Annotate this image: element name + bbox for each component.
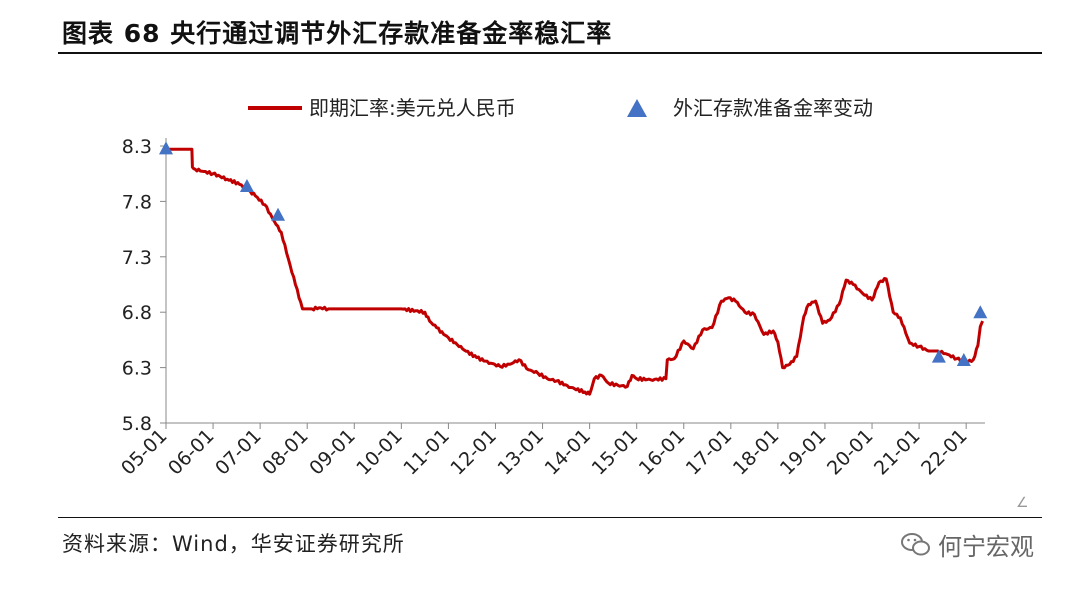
series-line-spot-rate — [166, 147, 984, 396]
x-tick-label: 15-01 — [588, 425, 643, 480]
legend-label-spot-rate: 即期汇率:美元兑人民币 — [309, 96, 516, 120]
x-tick-label: 14-01 — [541, 425, 596, 480]
y-tick-label: 6.8 — [122, 302, 152, 324]
x-tick-label: 17-01 — [682, 425, 737, 480]
legend-triangle-swatch — [627, 99, 647, 117]
x-tick-label: 12-01 — [446, 425, 501, 480]
x-tick-label: 20-01 — [823, 425, 878, 480]
x-tick-label: 21-01 — [870, 425, 925, 480]
x-tick-label: 18-01 — [729, 425, 784, 480]
watermark-corner: ∠ — [1016, 495, 1029, 511]
watermark-text: 何宁宏观 — [938, 533, 1034, 561]
title-rule — [58, 52, 1042, 54]
rrr-change-marker — [271, 207, 286, 221]
y-tick-label: 5.8 — [122, 413, 152, 435]
watermark: 何宁宏观 — [900, 527, 1034, 562]
rrr-change-marker — [239, 178, 254, 192]
x-tick-label: 07-01 — [211, 425, 266, 480]
y-tick-label: 7.8 — [122, 191, 152, 213]
x-tick-label: 10-01 — [352, 425, 407, 480]
rrr-change-marker — [931, 349, 946, 363]
y-tick-label: 6.3 — [122, 358, 152, 380]
x-tick-label: 22-01 — [917, 425, 972, 480]
legend: 即期汇率:美元兑人民币 外汇存款准备金率变动 — [248, 96, 873, 120]
footer-rule — [58, 517, 1042, 518]
chart-title: 图表 68 央行通过调节外汇存款准备金率稳汇率 — [62, 19, 613, 48]
svg-text:∠: ∠ — [1016, 495, 1029, 511]
wechat-icon — [901, 532, 930, 555]
rrr-change-marker — [159, 141, 173, 155]
x-tick-label: 08-01 — [258, 425, 313, 480]
x-tick-label: 13-01 — [493, 425, 548, 480]
x-tick-label: 16-01 — [635, 425, 690, 480]
rrr-change-marker — [973, 305, 988, 319]
plot-area: 5.86.36.87.37.88.305-0106-0107-0108-0109… — [117, 136, 988, 480]
chart: 即期汇率:美元兑人民币 外汇存款准备金率变动 5.8 6.3 6.8 7.3 7.8 8.… — [117, 96, 1029, 511]
x-tick-label: 06-01 — [164, 425, 219, 480]
x-tick-label: 11-01 — [399, 425, 454, 480]
source-note: 资料来源：Wind，华安证券研究所 — [62, 532, 405, 556]
legend-label-rrr-change: 外汇存款准备金率变动 — [673, 96, 873, 120]
rrr-change-marker — [956, 352, 971, 366]
x-tick-label: 09-01 — [305, 425, 360, 480]
y-tick-label: 8.3 — [122, 136, 152, 158]
y-tick-label: 7.3 — [122, 247, 152, 269]
x-tick-label: 19-01 — [776, 425, 831, 480]
